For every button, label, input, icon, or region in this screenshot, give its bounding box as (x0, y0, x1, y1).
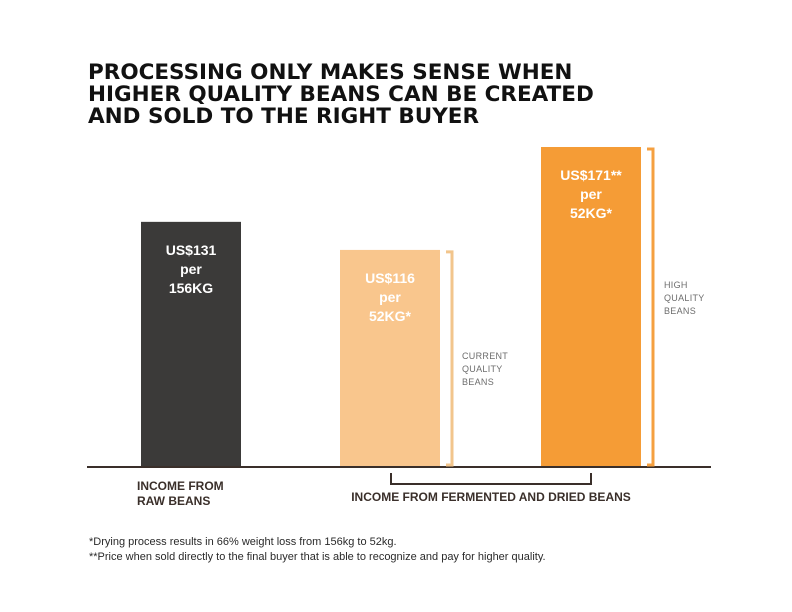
chart-title: PROCESSING ONLY MAKES SENSE WHEN HIGHER … (88, 62, 708, 128)
footnote-price: **Price when sold directly to the final … (89, 551, 546, 563)
chart-title-line-1: PROCESSING ONLY MAKES SENSE WHEN (88, 60, 573, 85)
annotation-current-quality-line-3: BEANS (462, 377, 494, 387)
annotation-high-quality-line-3: BEANS (664, 306, 696, 316)
bar-raw (141, 221, 241, 467)
group-bracket-fermented (390, 473, 592, 485)
bar-high (541, 147, 641, 467)
category-label-raw-line-2: RAW BEANS (137, 494, 210, 508)
footnote-drying: *Drying process results in 66% weight lo… (89, 536, 397, 548)
annotation-high-quality-line-2: QUALITY (664, 293, 705, 303)
bar-label-current-line-1: US$116 (365, 270, 415, 286)
footnotes: *Drying process results in 66% weight lo… (89, 535, 546, 565)
bar-label-current-line-2: per (379, 289, 401, 305)
annotation-current-quality-line-1: CURRENT (462, 351, 508, 361)
annotation-current-quality-line-2: QUALITY (462, 364, 503, 374)
bracket-high-quality (647, 147, 655, 467)
bar-current (340, 249, 440, 467)
bar-label-high-line-1: US$171** (560, 167, 622, 183)
category-label-raw-line-1: INCOME FROM (137, 479, 224, 493)
chart-title-line-2: HIGHER QUALITY BEANS CAN BE CREATED (88, 82, 594, 107)
bar-label-raw-line-1: US$131 (166, 242, 217, 258)
bar-label-high-line-2: per (580, 186, 602, 202)
bracket-current-quality (446, 250, 454, 467)
annotation-high-quality-line-1: HIGH (664, 280, 688, 290)
bar-label-high-line-3: 52KG* (570, 205, 613, 221)
bar-label-raw-line-3: 156KG (169, 280, 213, 296)
bar-label-current-line-3: 52KG* (369, 308, 412, 324)
chart-title-line-3: AND SOLD TO THE RIGHT BUYER (88, 104, 480, 129)
bar-label-raw-line-2: per (180, 261, 202, 277)
category-label-fermented: INCOME FROM FERMENTED AND DRIED BEANS (351, 490, 631, 504)
